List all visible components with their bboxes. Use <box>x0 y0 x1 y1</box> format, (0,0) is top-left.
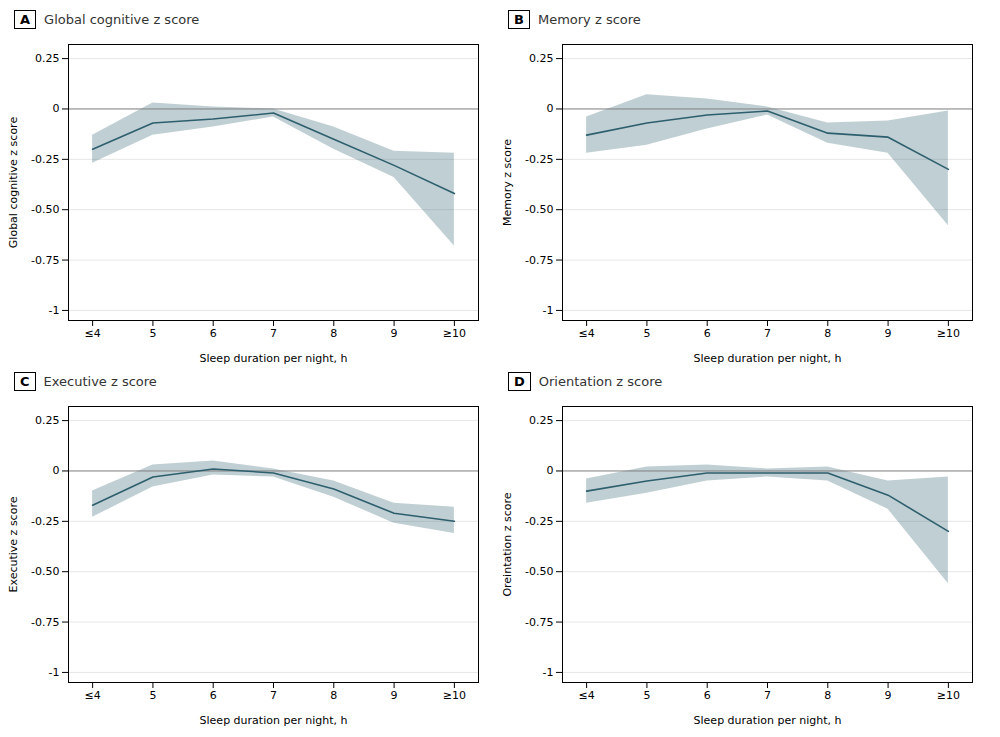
svg-text:-1: -1 <box>49 304 60 317</box>
svg-text:5: 5 <box>149 689 156 702</box>
svg-text:6: 6 <box>210 327 217 340</box>
svg-text:7: 7 <box>764 689 771 702</box>
svg-text:Global cognitive z score: Global cognitive z score <box>7 117 20 249</box>
html-text:Executive z score: Executive z score <box>43 373 157 389</box>
svg-text:6: 6 <box>704 689 711 702</box>
html-text:A: A <box>20 11 31 27</box>
svg-text:≤4: ≤4 <box>579 689 595 702</box>
svg-text:0.25: 0.25 <box>529 414 554 427</box>
svg-text:0: 0 <box>547 464 554 477</box>
svg-text:7: 7 <box>270 689 277 702</box>
html-text:Global cognitive z score: Global cognitive z score <box>44 11 200 27</box>
svg-text:Memory z score: Memory z score <box>501 139 514 226</box>
svg-text:Executive z score: Executive z score <box>7 496 20 592</box>
svg-text:≤4: ≤4 <box>85 689 101 702</box>
svg-text:7: 7 <box>270 327 277 340</box>
svg-text:-1: -1 <box>543 304 554 317</box>
svg-text:0: 0 <box>53 464 60 477</box>
svg-text:0: 0 <box>53 102 60 115</box>
svg-text:-0.50: -0.50 <box>525 203 553 216</box>
svg-text:Sleep duration per night, h: Sleep duration per night, h <box>200 352 348 365</box>
html-text:Orientation z score: Orientation z score <box>538 373 663 389</box>
html-text:D: D <box>514 373 525 389</box>
svg-text:≥10: ≥10 <box>937 327 960 340</box>
svg-text:0.25: 0.25 <box>35 414 60 427</box>
svg-text:Sleep duration per night, h: Sleep duration per night, h <box>694 352 842 365</box>
svg-text:-0.75: -0.75 <box>31 616 59 629</box>
svg-text:9: 9 <box>885 327 892 340</box>
svg-text:0: 0 <box>547 102 554 115</box>
svg-text:Sleep duration per night, h: Sleep duration per night, h <box>694 714 842 727</box>
html-text:B: B <box>514 11 524 27</box>
svg-text:0.25: 0.25 <box>35 52 60 65</box>
svg-text:9: 9 <box>391 327 398 340</box>
svg-text:≥10: ≥10 <box>443 327 466 340</box>
html-text:C: C <box>20 373 30 389</box>
svg-text:9: 9 <box>885 689 892 702</box>
svg-text:6: 6 <box>210 689 217 702</box>
svg-text:8: 8 <box>330 327 337 340</box>
svg-text:-0.50: -0.50 <box>31 203 59 216</box>
svg-text:-0.25: -0.25 <box>31 515 59 528</box>
html-text:Memory z score: Memory z score <box>537 11 641 27</box>
svg-text:8: 8 <box>330 689 337 702</box>
svg-text:5: 5 <box>643 689 650 702</box>
svg-text:-0.50: -0.50 <box>525 565 553 578</box>
svg-text:≥10: ≥10 <box>937 689 960 702</box>
svg-text:-1: -1 <box>543 666 554 679</box>
svg-text:8: 8 <box>824 689 831 702</box>
svg-text:-0.50: -0.50 <box>31 565 59 578</box>
svg-text:5: 5 <box>643 327 650 340</box>
svg-text:Oreintation z score: Oreintation z score <box>501 492 514 596</box>
svg-text:≥10: ≥10 <box>443 689 466 702</box>
svg-text:-0.75: -0.75 <box>525 254 553 267</box>
svg-text:8: 8 <box>824 327 831 340</box>
svg-text:-0.25: -0.25 <box>31 153 59 166</box>
svg-text:5: 5 <box>149 327 156 340</box>
svg-text:9: 9 <box>391 689 398 702</box>
svg-text:-0.25: -0.25 <box>525 153 553 166</box>
svg-text:≤4: ≤4 <box>579 327 595 340</box>
svg-text:6: 6 <box>704 327 711 340</box>
svg-text:7: 7 <box>764 327 771 340</box>
svg-text:-0.75: -0.75 <box>525 616 553 629</box>
svg-text:0.25: 0.25 <box>529 52 554 65</box>
svg-text:≤4: ≤4 <box>85 327 101 340</box>
svg-text:-1: -1 <box>49 666 60 679</box>
svg-text:-0.25: -0.25 <box>525 515 553 528</box>
svg-text:-0.75: -0.75 <box>31 254 59 267</box>
svg-text:Sleep duration per night, h: Sleep duration per night, h <box>200 714 348 727</box>
